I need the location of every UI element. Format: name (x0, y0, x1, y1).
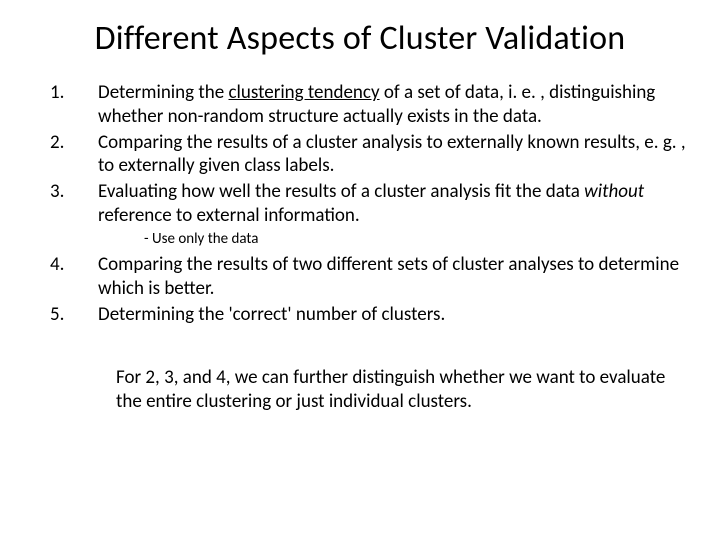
list-item: 4. Comparing the results of two differen… (50, 253, 688, 301)
item-text: Determining the clustering tendency of a… (98, 81, 688, 129)
numbered-list: 1. Determining the clustering tendency o… (32, 81, 688, 414)
text-run: reference to external information. (98, 204, 360, 227)
list-item: 1. Determining the clustering tendency o… (50, 81, 688, 129)
text-run: Determining the (98, 81, 228, 104)
item-text: Comparing the results of two different s… (98, 253, 688, 301)
item-text: Determining the 'correct' number of clus… (98, 303, 688, 327)
item-text: Comparing the results of a cluster analy… (98, 131, 688, 179)
footer-text: For 2, 3, and 4, we can further distingu… (50, 366, 688, 414)
slide: Different Aspects of Cluster Validation … (0, 0, 720, 540)
item-number: 1. (50, 81, 98, 105)
item-number: 5. (50, 303, 98, 327)
slide-title: Different Aspects of Cluster Validation (32, 18, 688, 59)
sub-item: - Use only the data (50, 230, 688, 250)
list-item: 3. Evaluating how well the results of a … (50, 180, 688, 228)
text-run: Evaluating how well the results of a clu… (98, 180, 584, 203)
item-text: Evaluating how well the results of a clu… (98, 180, 688, 228)
list-item: 2. Comparing the results of a cluster an… (50, 131, 688, 179)
list-item: 5. Determining the 'correct' number of c… (50, 303, 688, 327)
spacer (50, 328, 688, 342)
item-number: 4. (50, 253, 98, 277)
item-number: 3. (50, 180, 98, 204)
italic-text: without (584, 180, 644, 203)
underlined-text: clustering tendency (228, 81, 379, 104)
item-number: 2. (50, 131, 98, 155)
